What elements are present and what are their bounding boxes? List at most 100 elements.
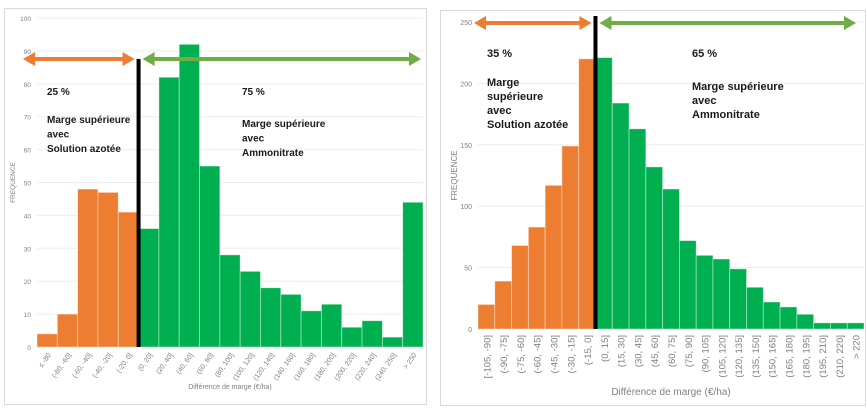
x-tick-label: (-45, -30] bbox=[550, 335, 561, 374]
x-tick-label: (20, 40] bbox=[155, 352, 174, 376]
bar-green bbox=[219, 254, 241, 348]
bar-green bbox=[813, 322, 831, 330]
x-tick-label: (135, 150] bbox=[751, 335, 762, 378]
x-tick-label: (-75, -60] bbox=[516, 335, 527, 374]
y-tick-label: 90 bbox=[24, 49, 32, 56]
bar-green bbox=[361, 320, 383, 348]
bar-green bbox=[796, 313, 815, 330]
x-tick-label: > 220 bbox=[852, 335, 863, 359]
y-tick-label: 50 bbox=[24, 181, 32, 188]
x-tick-label: (-30, -15] bbox=[566, 335, 577, 374]
annotation-right-line: Ammonitrate bbox=[692, 109, 760, 121]
annotation-left-line: avec bbox=[47, 130, 70, 141]
x-tick-label: ≤ -80 bbox=[38, 352, 53, 369]
arrow-right bbox=[142, 52, 421, 66]
y-tick-label: 100 bbox=[460, 204, 472, 211]
x-tick-label: (60, 75] bbox=[667, 335, 678, 367]
x-tick-label: (0, 20] bbox=[137, 352, 154, 372]
annotation-left-percent: 35 % bbox=[487, 48, 512, 60]
bar-green bbox=[628, 128, 647, 330]
y-tick-label: 70 bbox=[24, 115, 32, 122]
annotation-right-line: avec bbox=[242, 134, 265, 145]
arrow-right-head-right bbox=[409, 52, 421, 66]
annotation-left-line: Solution azotée bbox=[47, 144, 121, 155]
arrow-left-head-left bbox=[474, 16, 486, 30]
bar-orange bbox=[36, 333, 58, 348]
annotation-left-line: Marge supérieure bbox=[47, 115, 131, 126]
x-tick-label: (-20, 0] bbox=[116, 352, 134, 374]
bar-green bbox=[779, 306, 798, 330]
bar-green bbox=[300, 310, 322, 348]
y-tick-label: 60 bbox=[24, 148, 32, 155]
arrow-left bbox=[474, 16, 592, 30]
x-tick-label: (0, 15] bbox=[600, 335, 611, 362]
y-axis-label: FREQUENCE bbox=[450, 150, 459, 200]
bar-green bbox=[611, 102, 630, 330]
bar-green bbox=[712, 258, 731, 330]
annotation-left-percent: 25 % bbox=[47, 87, 70, 98]
arrow-right-head-left bbox=[599, 16, 612, 30]
x-tick-label: (40, 60] bbox=[176, 352, 195, 376]
annotation-right-percent: 75 % bbox=[242, 87, 265, 98]
bar-orange bbox=[77, 188, 99, 348]
bar-green bbox=[678, 240, 697, 330]
annotation-right-line: Ammonitrate bbox=[242, 148, 304, 159]
x-axis-label: Différence de marge (€/ha) bbox=[188, 384, 272, 391]
arrow-left-head-left bbox=[23, 52, 35, 66]
x-tick-label: (120, 135] bbox=[734, 335, 745, 378]
bar-green bbox=[341, 326, 363, 348]
bar-orange bbox=[527, 226, 546, 330]
x-axis-label: Différence de marge (€/ha) bbox=[611, 387, 730, 398]
y-tick-label: 150 bbox=[460, 143, 472, 150]
bar-green bbox=[321, 303, 343, 348]
bar-orange bbox=[544, 184, 563, 330]
bar-green bbox=[138, 228, 160, 348]
annotation-right-percent: 65 % bbox=[692, 48, 717, 60]
x-tick-label: (15, 30] bbox=[617, 335, 628, 367]
arrow-right bbox=[599, 16, 856, 30]
bar-green bbox=[239, 270, 261, 348]
y-axis-label: FREQUENCE bbox=[10, 161, 17, 202]
x-tick-label: (180, 195] bbox=[801, 335, 812, 378]
histogram-left: 0 10 20 30 40 50 60 70 80 90 100 FREQUENCE ≤ -80(-80… bbox=[10, 16, 424, 391]
y-tick-label: 200 bbox=[460, 81, 472, 88]
y-tick-label: 40 bbox=[24, 213, 32, 220]
bar-green bbox=[762, 301, 781, 330]
x-tick-label: > 250 bbox=[403, 352, 419, 371]
bar-green bbox=[199, 165, 221, 348]
bar-green bbox=[260, 287, 282, 348]
y-tick-label: 0 bbox=[468, 327, 472, 334]
annotation-left-line: avec bbox=[487, 105, 511, 117]
arrow-right-head-right bbox=[844, 16, 856, 30]
histogram-right: 0 50 100 150 200 250 FREQUENCE [-105, -90] (-90,… bbox=[450, 16, 865, 398]
y-tick-label: 100 bbox=[20, 16, 31, 23]
arrow-right-head-left bbox=[142, 52, 155, 66]
x-tick-label: (75, 90] bbox=[684, 335, 695, 367]
bar-orange bbox=[117, 211, 139, 348]
y-tick-label: 30 bbox=[24, 246, 32, 253]
arrow-left-head-right bbox=[122, 52, 135, 66]
annotation-right-line: avec bbox=[692, 95, 716, 107]
x-tick-label: (-60, -45] bbox=[533, 335, 544, 374]
arrow-left-head-right bbox=[579, 16, 592, 30]
bar-orange bbox=[511, 245, 529, 330]
x-tick-label: (-80, -60] bbox=[51, 352, 73, 379]
x-tick-label: (-40, -20] bbox=[92, 352, 114, 379]
bar-green bbox=[381, 336, 404, 348]
bar-green bbox=[830, 322, 848, 330]
annotation-left-line: Solution azotée bbox=[487, 119, 568, 131]
x-tick-label: (195, 210] bbox=[818, 335, 829, 378]
annotation-right-line: Marge supérieure bbox=[692, 81, 784, 93]
x-tick-label: (90, 105] bbox=[701, 335, 712, 373]
x-tick-label: (60, 80] bbox=[196, 352, 215, 376]
bar-orange bbox=[56, 313, 79, 348]
bar-green bbox=[662, 188, 680, 330]
y-tick-label: 80 bbox=[24, 82, 32, 89]
bar-green bbox=[280, 293, 302, 348]
x-tick-label: (30, 45] bbox=[633, 335, 644, 367]
x-tick-label: (-15, 0] bbox=[583, 335, 594, 365]
y-tick-label: 0 bbox=[27, 345, 31, 352]
x-tick-label: (240, 250] bbox=[374, 352, 398, 382]
y-tick-label: 20 bbox=[24, 279, 32, 286]
bar-green bbox=[595, 57, 613, 330]
